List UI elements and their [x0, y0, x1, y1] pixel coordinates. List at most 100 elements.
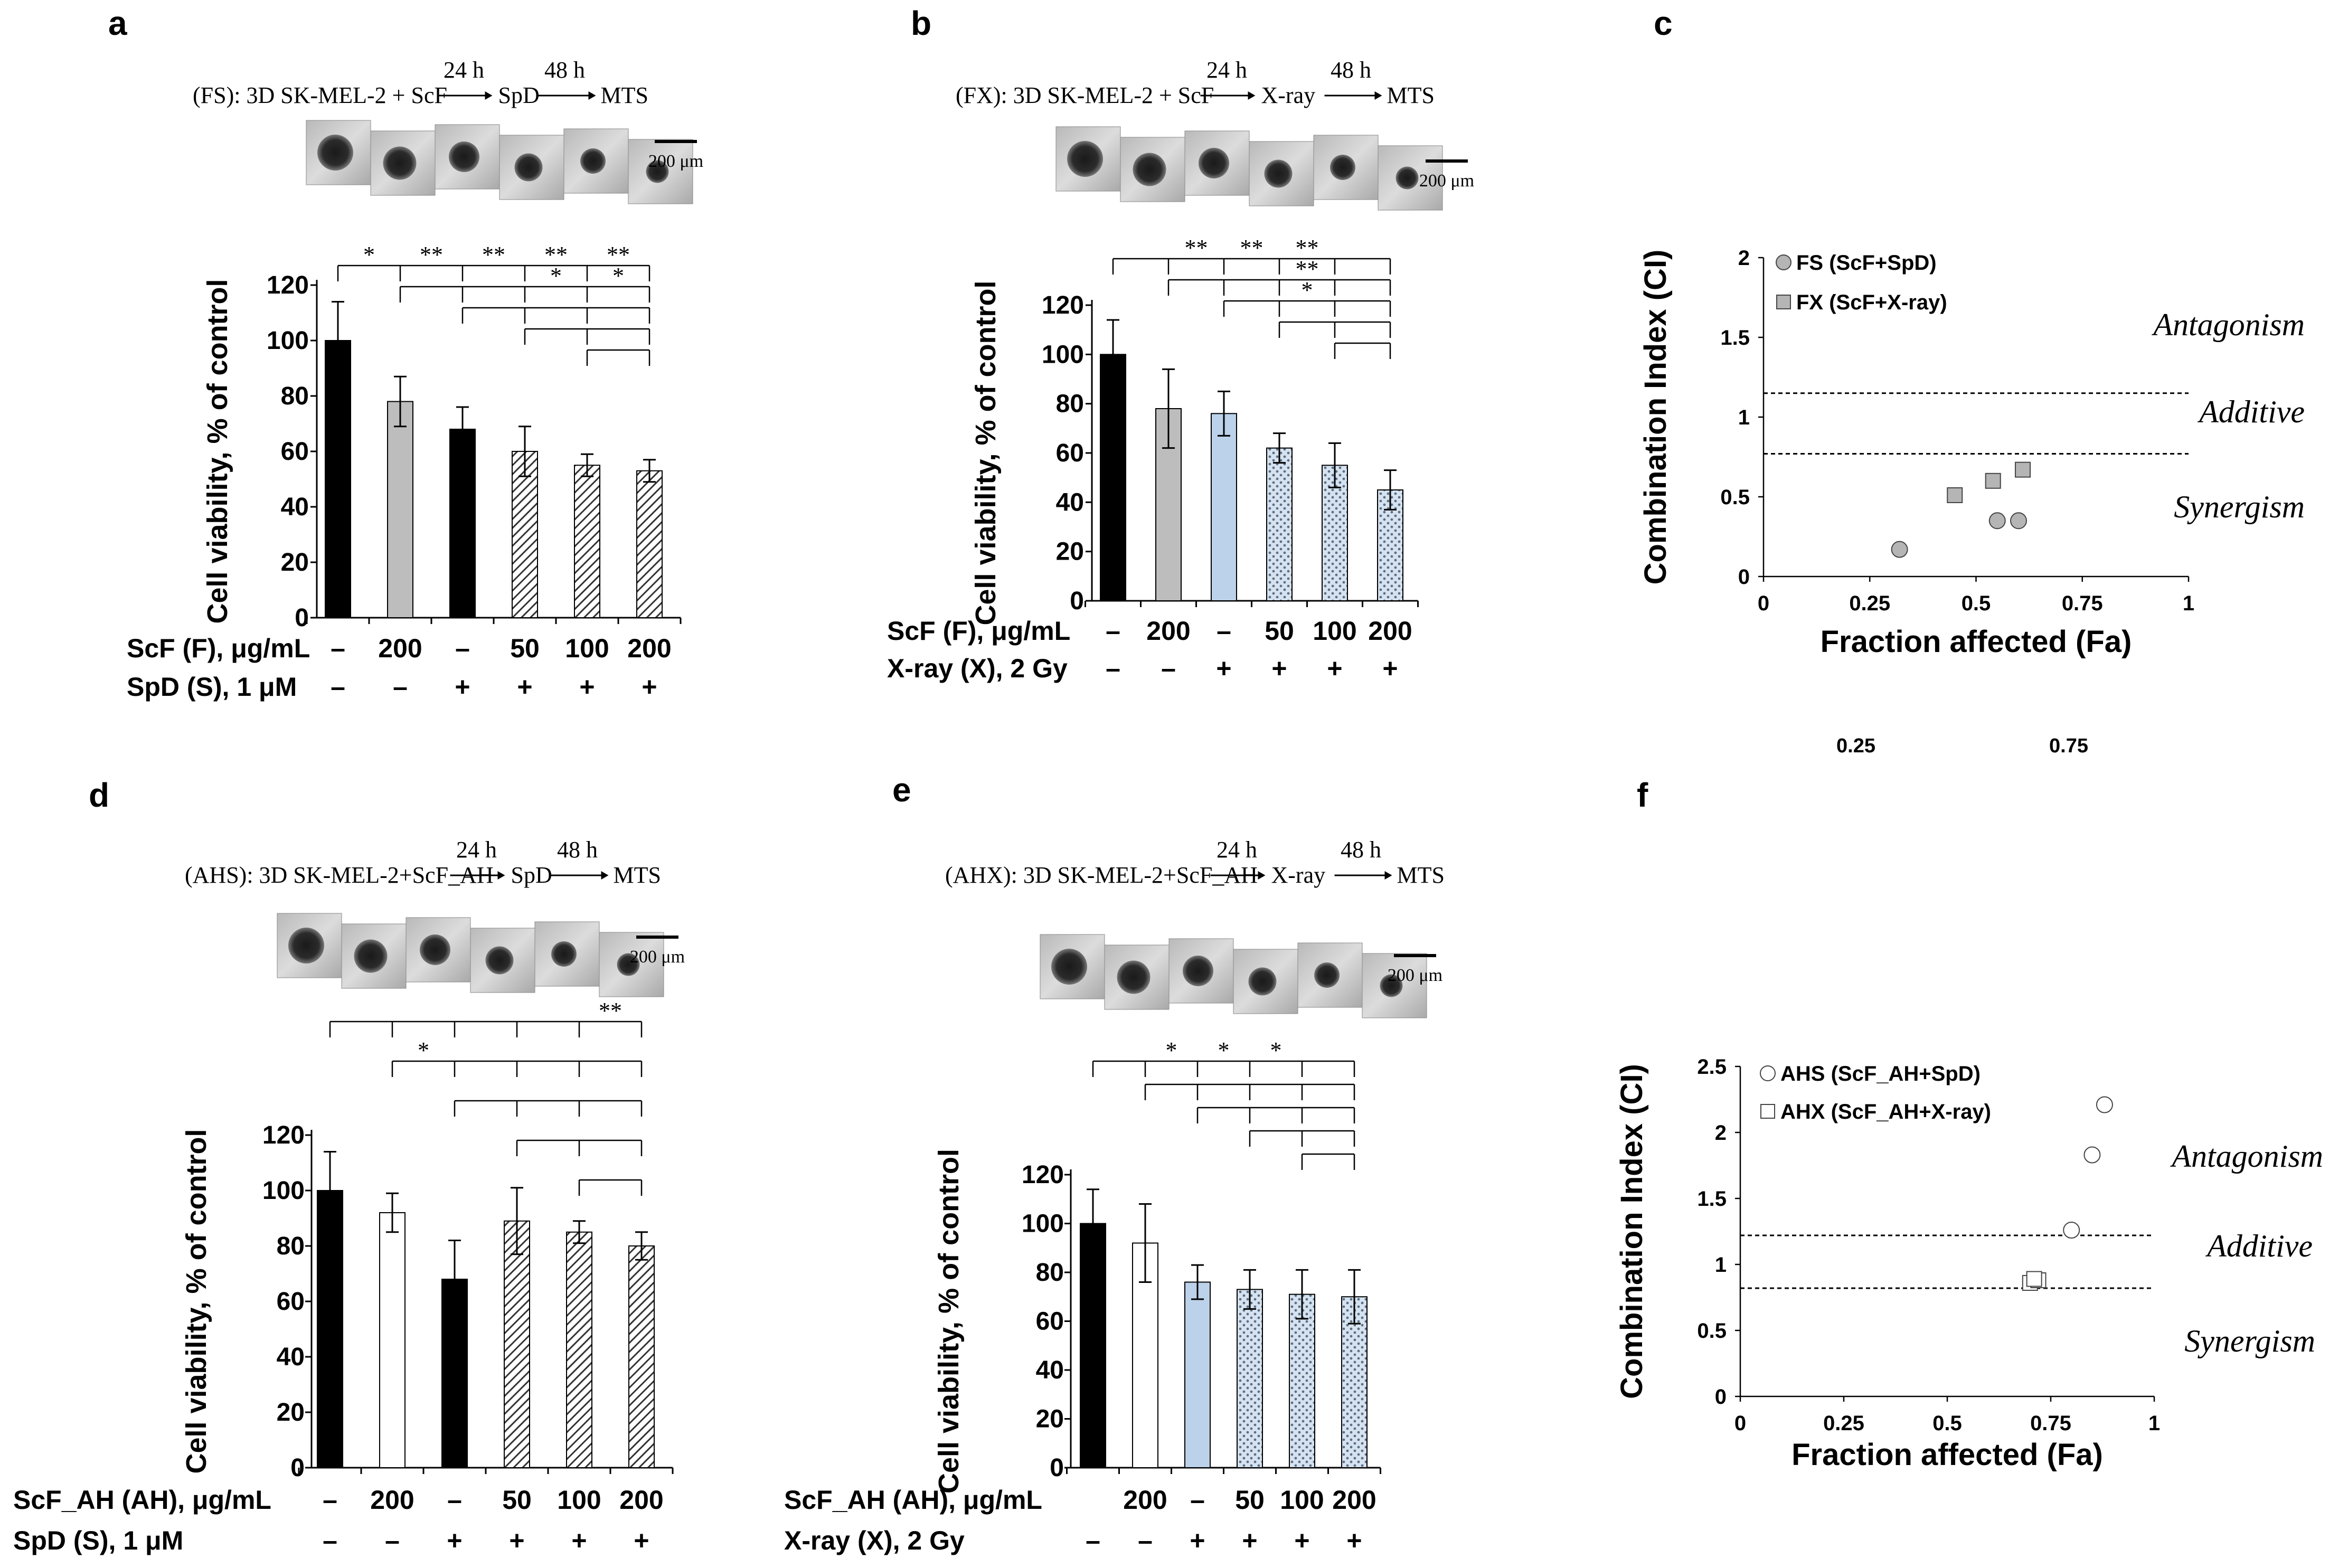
- scale-bar-label: 200 μm: [630, 947, 685, 967]
- stray-tick-label-0.25: 0.25: [1836, 735, 1875, 757]
- row-label-dose: ScF_AH (AH), μg/mL: [13, 1485, 271, 1515]
- protocol-readout-e: MTS: [1397, 862, 1445, 888]
- y-tick-label: 100: [262, 1177, 305, 1205]
- x-tick-label: 1: [2183, 592, 2194, 615]
- legend-marker-square: [1760, 1104, 1775, 1119]
- y-tick-label: 1.5: [1697, 1187, 1727, 1211]
- y-tick-label: 0: [1050, 1454, 1064, 1482]
- region-label-antagonism: Antagonism: [2170, 1139, 2323, 1174]
- y-tick-label: 20: [281, 549, 309, 577]
- treatment-sign-6: +: [634, 1526, 649, 1555]
- dose-label-6: 200: [1332, 1485, 1376, 1515]
- y-axis-label: Cell viability, % of control: [181, 1129, 212, 1473]
- region-label-additive: Additive: [2197, 394, 2305, 429]
- treatment-sign-2: –: [385, 1526, 400, 1555]
- protocol-treatment-b: X-ray: [1261, 82, 1316, 108]
- significance-stars: **: [1296, 256, 1319, 282]
- protocol-text-a: (FS): 3D SK-MEL-2 + ScF: [193, 82, 447, 108]
- row-label-dose: ScF (F), μg/mL: [887, 616, 1070, 646]
- treatment-sign-5: +: [1294, 1526, 1309, 1555]
- region-label-additive: Additive: [2205, 1229, 2313, 1263]
- x-axis-label: Fraction affected (Fa): [1791, 1438, 2103, 1472]
- spheroid-1: [317, 135, 353, 171]
- x-tick-label: 0.25: [1823, 1412, 1864, 1435]
- y-tick-label: 0: [290, 1454, 305, 1482]
- dose-label-5: 100: [557, 1485, 601, 1515]
- spheroid-1: [1051, 949, 1087, 985]
- significance-stars: *: [1302, 277, 1313, 303]
- significance-stars: **: [482, 242, 505, 268]
- y-tick-label: 80: [1036, 1259, 1064, 1287]
- dose-label-1: –: [331, 634, 345, 663]
- row-label-dose: ScF (F), μg/mL: [127, 634, 310, 663]
- treatment-sign-4: +: [509, 1526, 524, 1555]
- treatment-sign-2: –: [393, 672, 408, 702]
- y-tick-label: 100: [267, 327, 309, 355]
- dose-label-5: 100: [1313, 616, 1356, 646]
- y-tick-label: 1.5: [1720, 326, 1750, 350]
- spheroid-6: [1380, 974, 1403, 997]
- panel-letter-a: a: [108, 4, 127, 42]
- y-tick-label: 1: [1715, 1253, 1727, 1277]
- y-tick-label: 0: [1738, 565, 1750, 589]
- bar-3: [449, 429, 476, 618]
- bar-5: [566, 1231, 592, 1468]
- legend-label-2: FX (ScF+X-ray): [1796, 291, 1947, 314]
- x-tick-label: 1: [2148, 1412, 2160, 1435]
- spheroid-5: [1330, 155, 1355, 180]
- dose-label-3: –: [1217, 616, 1231, 646]
- bar-5: [574, 465, 600, 618]
- y-axis-label: Combination Index (CI): [1638, 250, 1673, 585]
- spheroid-2: [354, 939, 388, 973]
- treatment-sign-5: +: [571, 1526, 587, 1555]
- protocol-readout-d: MTS: [614, 862, 661, 888]
- bar-1: [1100, 354, 1126, 601]
- protocol-time-1: 24 h: [1206, 57, 1247, 83]
- significance-stars: **: [1240, 235, 1263, 261]
- y-tick-label: 120: [1022, 1161, 1064, 1189]
- panel-letter-d: d: [89, 776, 109, 814]
- dose-label-1: –: [323, 1485, 337, 1515]
- bar-4: [512, 451, 538, 618]
- protocol-arrowhead-1: [1248, 91, 1256, 100]
- spheroid-6: [646, 160, 669, 183]
- significance-stars: **: [607, 242, 630, 268]
- bar-4: [1237, 1289, 1263, 1468]
- data-point-circle: [2010, 512, 2027, 530]
- spheroid-1: [1067, 141, 1103, 177]
- protocol-arrowhead-1: [485, 91, 493, 100]
- protocol-text-b: (FX): 3D SK-MEL-2 + ScF: [956, 82, 1214, 108]
- protocol-treatment-a: SpD: [498, 82, 540, 108]
- y-tick-label: 100: [1022, 1210, 1064, 1238]
- treatment-sign-6: +: [1346, 1526, 1362, 1555]
- legend-label-1: FS (ScF+SpD): [1796, 251, 1937, 275]
- protocol-arrowhead-2: [1384, 871, 1392, 880]
- row-label-treatment: SpD (S), 1 μM: [13, 1526, 183, 1555]
- protocol-readout-b: MTS: [1387, 82, 1435, 108]
- bar-6: [1341, 1296, 1368, 1468]
- y-tick-label: 40: [1056, 488, 1084, 516]
- y-tick-label: 120: [267, 271, 309, 299]
- data-point-square: [2015, 461, 2031, 478]
- y-tick-label: 80: [1056, 390, 1084, 418]
- data-point-circle: [2083, 1146, 2101, 1164]
- treatment-sign-4: +: [1271, 654, 1287, 683]
- significance-stars: **: [1185, 235, 1208, 261]
- spheroid-5: [580, 148, 606, 174]
- treatment-sign-6: +: [642, 672, 657, 702]
- dose-label-2: 200: [1146, 616, 1190, 646]
- y-tick-label: 120: [262, 1121, 305, 1149]
- y-tick-label: 2.5: [1697, 1055, 1727, 1079]
- spheroid-3: [1199, 148, 1229, 178]
- dose-label-1: –: [1106, 616, 1120, 646]
- y-tick-label: 0: [1715, 1385, 1727, 1409]
- bar-1: [317, 1190, 343, 1468]
- y-tick-label: 0.5: [1720, 486, 1750, 509]
- row-label-treatment: X-ray (X), 2 Gy: [887, 654, 1068, 683]
- protocol-arrowhead-1: [1258, 871, 1266, 880]
- ci-chart-c: 0 0.5 1 1.5 2 0 0.25 0.5 0.75 1 Fraction affected …: [1638, 247, 2305, 659]
- protocol-arrowhead-1: [497, 871, 505, 880]
- y-tick-label: 80: [277, 1232, 305, 1260]
